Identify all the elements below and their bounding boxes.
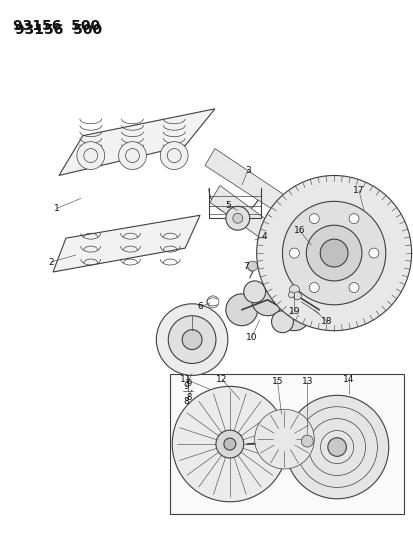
Circle shape — [172, 386, 287, 502]
Circle shape — [225, 206, 249, 230]
Polygon shape — [59, 109, 214, 175]
Text: 18: 18 — [320, 317, 332, 326]
Circle shape — [243, 281, 265, 303]
Bar — [170, 375, 403, 514]
Circle shape — [251, 284, 283, 316]
Text: 19: 19 — [288, 307, 299, 316]
Circle shape — [77, 142, 104, 169]
Circle shape — [168, 316, 216, 364]
Circle shape — [309, 282, 318, 293]
Text: 13: 13 — [301, 377, 312, 386]
Circle shape — [289, 248, 299, 258]
Text: 4: 4 — [261, 232, 267, 241]
Text: 9: 9 — [186, 379, 191, 388]
Circle shape — [282, 201, 385, 305]
Circle shape — [254, 409, 313, 469]
Text: 17: 17 — [352, 186, 364, 195]
Circle shape — [182, 330, 202, 350]
Circle shape — [118, 142, 146, 169]
Text: 7: 7 — [242, 262, 248, 271]
Text: 11: 11 — [180, 375, 192, 384]
Text: 5: 5 — [224, 201, 230, 210]
Text: 6: 6 — [197, 302, 202, 311]
Text: 8: 8 — [183, 397, 189, 406]
Text: 1: 1 — [54, 204, 60, 213]
Text: 16: 16 — [293, 225, 304, 235]
Circle shape — [348, 214, 358, 223]
Circle shape — [223, 438, 235, 450]
Circle shape — [368, 248, 378, 258]
Polygon shape — [204, 149, 289, 215]
Text: 93156  500: 93156 500 — [13, 19, 100, 33]
Circle shape — [285, 395, 388, 499]
Circle shape — [247, 261, 257, 271]
Circle shape — [301, 435, 313, 447]
Circle shape — [309, 214, 318, 223]
Circle shape — [306, 225, 361, 281]
Circle shape — [327, 438, 346, 456]
Circle shape — [289, 285, 299, 295]
Circle shape — [256, 175, 411, 330]
Polygon shape — [53, 215, 199, 272]
Text: 93156  500: 93156 500 — [15, 23, 102, 37]
Circle shape — [278, 299, 310, 330]
Circle shape — [348, 282, 358, 293]
Polygon shape — [209, 185, 294, 255]
Text: 2: 2 — [48, 257, 54, 266]
Circle shape — [232, 213, 242, 223]
Text: 12: 12 — [216, 375, 227, 384]
Text: 10: 10 — [245, 333, 257, 342]
Circle shape — [296, 287, 318, 309]
Circle shape — [288, 292, 294, 298]
Text: 8: 8 — [186, 393, 191, 402]
Circle shape — [305, 289, 336, 321]
Circle shape — [156, 304, 227, 375]
Circle shape — [160, 142, 188, 169]
Text: 15: 15 — [271, 377, 282, 386]
Circle shape — [293, 292, 301, 300]
Text: 9: 9 — [183, 382, 189, 391]
Circle shape — [320, 239, 347, 267]
Text: 3: 3 — [244, 166, 250, 175]
Circle shape — [271, 311, 293, 333]
Circle shape — [225, 294, 257, 326]
Text: 14: 14 — [342, 375, 354, 384]
Circle shape — [216, 430, 243, 458]
